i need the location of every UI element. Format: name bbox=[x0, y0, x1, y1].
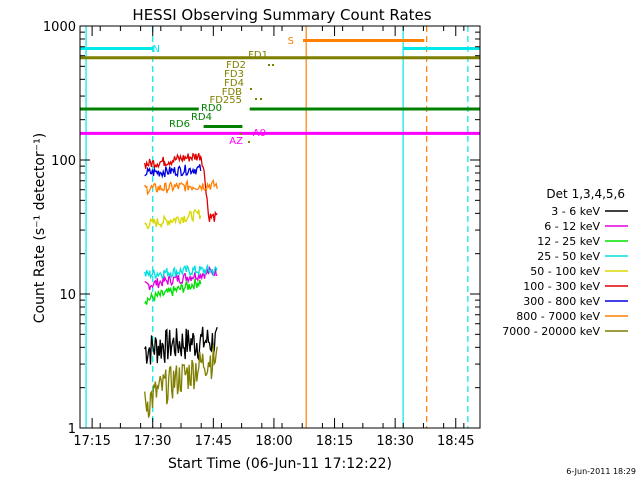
flag-label: RD0 bbox=[201, 103, 222, 114]
series-line bbox=[144, 178, 218, 196]
series-line bbox=[144, 208, 202, 230]
flag-label: FD4 bbox=[224, 78, 244, 89]
x-tick-label: 18:45 bbox=[437, 434, 474, 449]
flag-label: RD4 bbox=[191, 112, 212, 123]
flag-dot bbox=[240, 133, 242, 135]
flag-dot bbox=[250, 88, 252, 90]
flag-dot bbox=[255, 98, 257, 100]
x-axis-label: Start Time (06-Jun-11 17:12:22) bbox=[168, 456, 392, 472]
legend-label: 800 - 7000 keV bbox=[516, 310, 600, 323]
x-tick-label: 17:30 bbox=[134, 434, 171, 449]
plot-frame bbox=[79, 25, 481, 429]
legend-label: 100 - 300 keV bbox=[523, 280, 600, 293]
series-line bbox=[144, 263, 218, 280]
flag-label: AZ bbox=[229, 136, 243, 147]
y-tick-label: 1000 bbox=[43, 20, 76, 35]
y-axis-label: Count Rate (s⁻¹ detector⁻¹) bbox=[32, 133, 48, 323]
flag-label: FD255 bbox=[209, 95, 242, 106]
flag-dot bbox=[268, 64, 270, 66]
x-tick-label: 18:30 bbox=[376, 434, 413, 449]
flag-label: FD3 bbox=[224, 69, 244, 80]
x-tick-label: 17:15 bbox=[73, 434, 110, 449]
y-tick-label: 10 bbox=[59, 288, 76, 303]
flag-label: N bbox=[153, 44, 160, 55]
legend-label: 50 - 100 keV bbox=[530, 265, 600, 278]
x-tick-label: 17:45 bbox=[195, 434, 232, 449]
legend-label: 12 - 25 keV bbox=[537, 235, 600, 248]
y-tick-label: 1 bbox=[68, 422, 76, 437]
series-line bbox=[144, 326, 218, 365]
flag-label: A0 bbox=[253, 128, 266, 139]
x-tick-label: 18:00 bbox=[255, 434, 292, 449]
legend-label: 7000 - 20000 keV bbox=[502, 325, 600, 338]
legend-label: 300 - 800 keV bbox=[523, 295, 600, 308]
y-tick-label: 100 bbox=[51, 154, 76, 169]
series-line bbox=[144, 164, 202, 179]
flag-label: S bbox=[288, 36, 294, 47]
series-line bbox=[144, 278, 202, 305]
series-line bbox=[144, 152, 218, 222]
flag-dot bbox=[272, 64, 274, 66]
legend: 3 - 6 keV 6 - 12 keV 12 - 25 keV 25 - 50 ke… bbox=[502, 205, 628, 338]
series-line bbox=[144, 344, 218, 418]
legend-label: 25 - 50 keV bbox=[537, 250, 600, 263]
legend-label: 6 - 12 keV bbox=[544, 220, 600, 233]
legend-label: 3 - 6 keV bbox=[551, 205, 600, 218]
legend-title: Det 1,3,4,5,6 bbox=[546, 187, 625, 201]
flag-dot bbox=[248, 141, 250, 143]
flag-dot bbox=[260, 98, 262, 100]
chart-title: HESSI Observing Summary Count Rates bbox=[132, 6, 431, 24]
footer-timestamp: 6-Jun-2011 18:29 bbox=[566, 467, 636, 476]
flag-label: FD1 bbox=[248, 50, 268, 61]
flag-label: FD2 bbox=[226, 60, 246, 71]
flag-label: RD6 bbox=[169, 119, 190, 130]
flag-label: FDB bbox=[222, 87, 242, 98]
x-tick-label: 18:15 bbox=[316, 434, 353, 449]
